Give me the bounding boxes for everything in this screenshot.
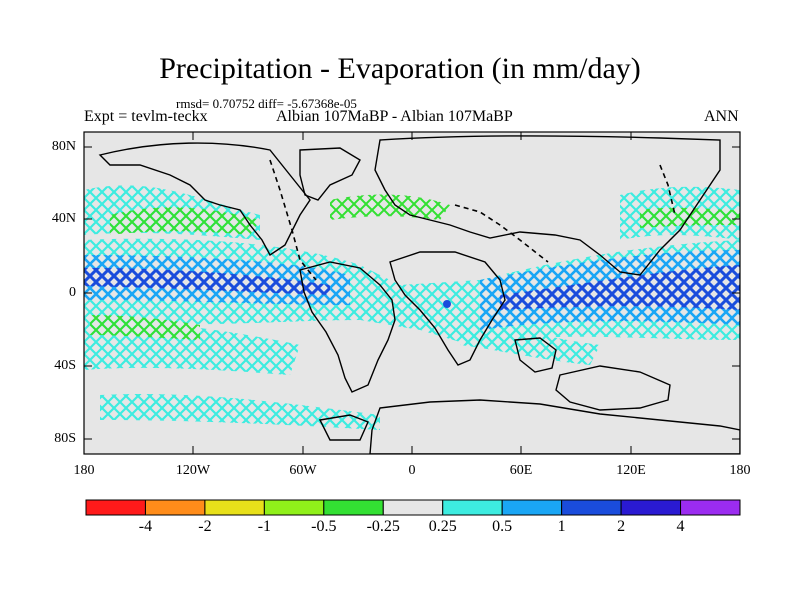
colorbar-label: 1 bbox=[557, 518, 566, 535]
y-tick-label: 40N bbox=[51, 211, 76, 226]
colorbar-label: 0.25 bbox=[428, 518, 457, 535]
coastline-west-antarctica bbox=[318, 414, 369, 441]
x-tick-label: 0 bbox=[408, 463, 416, 478]
dashed-shoreline-tethys bbox=[454, 204, 549, 263]
coastline-south-america bbox=[299, 261, 396, 393]
axis-ticks bbox=[83, 132, 741, 454]
coastline-north-atlantic bbox=[299, 147, 361, 201]
plot-title: Precipitation - Evaporation (in mm/day) bbox=[159, 52, 641, 85]
isolated-wet-cell bbox=[443, 300, 451, 308]
x-tick-label: 120E bbox=[616, 463, 646, 478]
dashed-shorelines bbox=[269, 159, 676, 281]
colorbar bbox=[85, 499, 741, 516]
y-tick-label: 0 bbox=[69, 285, 76, 300]
y-tick-label: 40S bbox=[54, 358, 76, 373]
colorbar-label: -4 bbox=[138, 518, 153, 535]
coastline-india bbox=[514, 337, 557, 373]
coastline-africa bbox=[389, 251, 506, 366]
coastlines bbox=[98, 135, 740, 454]
colorbar-box bbox=[442, 499, 503, 516]
south-dry-zone-green bbox=[90, 315, 200, 340]
colorbar-label: -0.25 bbox=[366, 518, 400, 535]
colorbar-box bbox=[263, 499, 325, 516]
pacific-core-darkblue bbox=[84, 268, 330, 295]
coastline-north-america bbox=[98, 142, 311, 257]
colorbar-label: -0.5 bbox=[311, 518, 337, 535]
colorbar-box bbox=[323, 499, 384, 516]
field-shading bbox=[84, 185, 740, 430]
y-tick-label: 80S bbox=[54, 431, 76, 446]
north-dry-zone-green bbox=[110, 207, 260, 235]
colorbar-box bbox=[501, 499, 563, 516]
colorbar-box bbox=[144, 499, 206, 516]
colorbar-box bbox=[620, 499, 682, 516]
colorbar-box bbox=[561, 499, 622, 516]
indian-ocean-band bbox=[460, 320, 600, 365]
case-label: Albian 107MaBP - Albian 107MaBP bbox=[276, 108, 513, 125]
colorbar-label: 2 bbox=[617, 518, 626, 535]
colorbar-box bbox=[85, 499, 146, 516]
colorbar-box bbox=[382, 499, 444, 516]
pacific-east-dry-green bbox=[640, 207, 740, 228]
southern-ocean-band bbox=[100, 394, 380, 430]
coastline-antarctica bbox=[369, 399, 740, 454]
x-tick-label: 180 bbox=[729, 463, 751, 478]
tethys-core-darkblue bbox=[500, 265, 740, 310]
x-tick-label: 60E bbox=[509, 463, 533, 478]
colorbar-box bbox=[204, 499, 265, 516]
colorbar-box bbox=[680, 499, 741, 516]
dashed-shoreline-pacific bbox=[269, 159, 317, 281]
experiment-label: Expt = tevlm-teckx bbox=[84, 108, 208, 125]
colorbar-label: 0.5 bbox=[492, 518, 513, 535]
season-label: ANN bbox=[704, 108, 739, 125]
colorbar-label: -2 bbox=[198, 518, 212, 535]
coastline-australia bbox=[555, 365, 671, 411]
colorbar-label: -1 bbox=[257, 518, 272, 535]
x-tick-label: 120W bbox=[175, 463, 211, 478]
subtropical-dry-zone-green bbox=[330, 194, 450, 220]
rmsd-diff-stats: rmsd= 0.70752 diff= -5.67368e-05 bbox=[176, 96, 357, 111]
x-tick-label: 180 bbox=[73, 463, 95, 478]
colorbar-label: 4 bbox=[676, 518, 685, 535]
dashed-shoreline-east-asia bbox=[659, 164, 676, 216]
y-tick-label: 80N bbox=[51, 139, 76, 154]
coastline-eurasia bbox=[374, 135, 721, 276]
x-tick-label: 60W bbox=[289, 463, 317, 478]
